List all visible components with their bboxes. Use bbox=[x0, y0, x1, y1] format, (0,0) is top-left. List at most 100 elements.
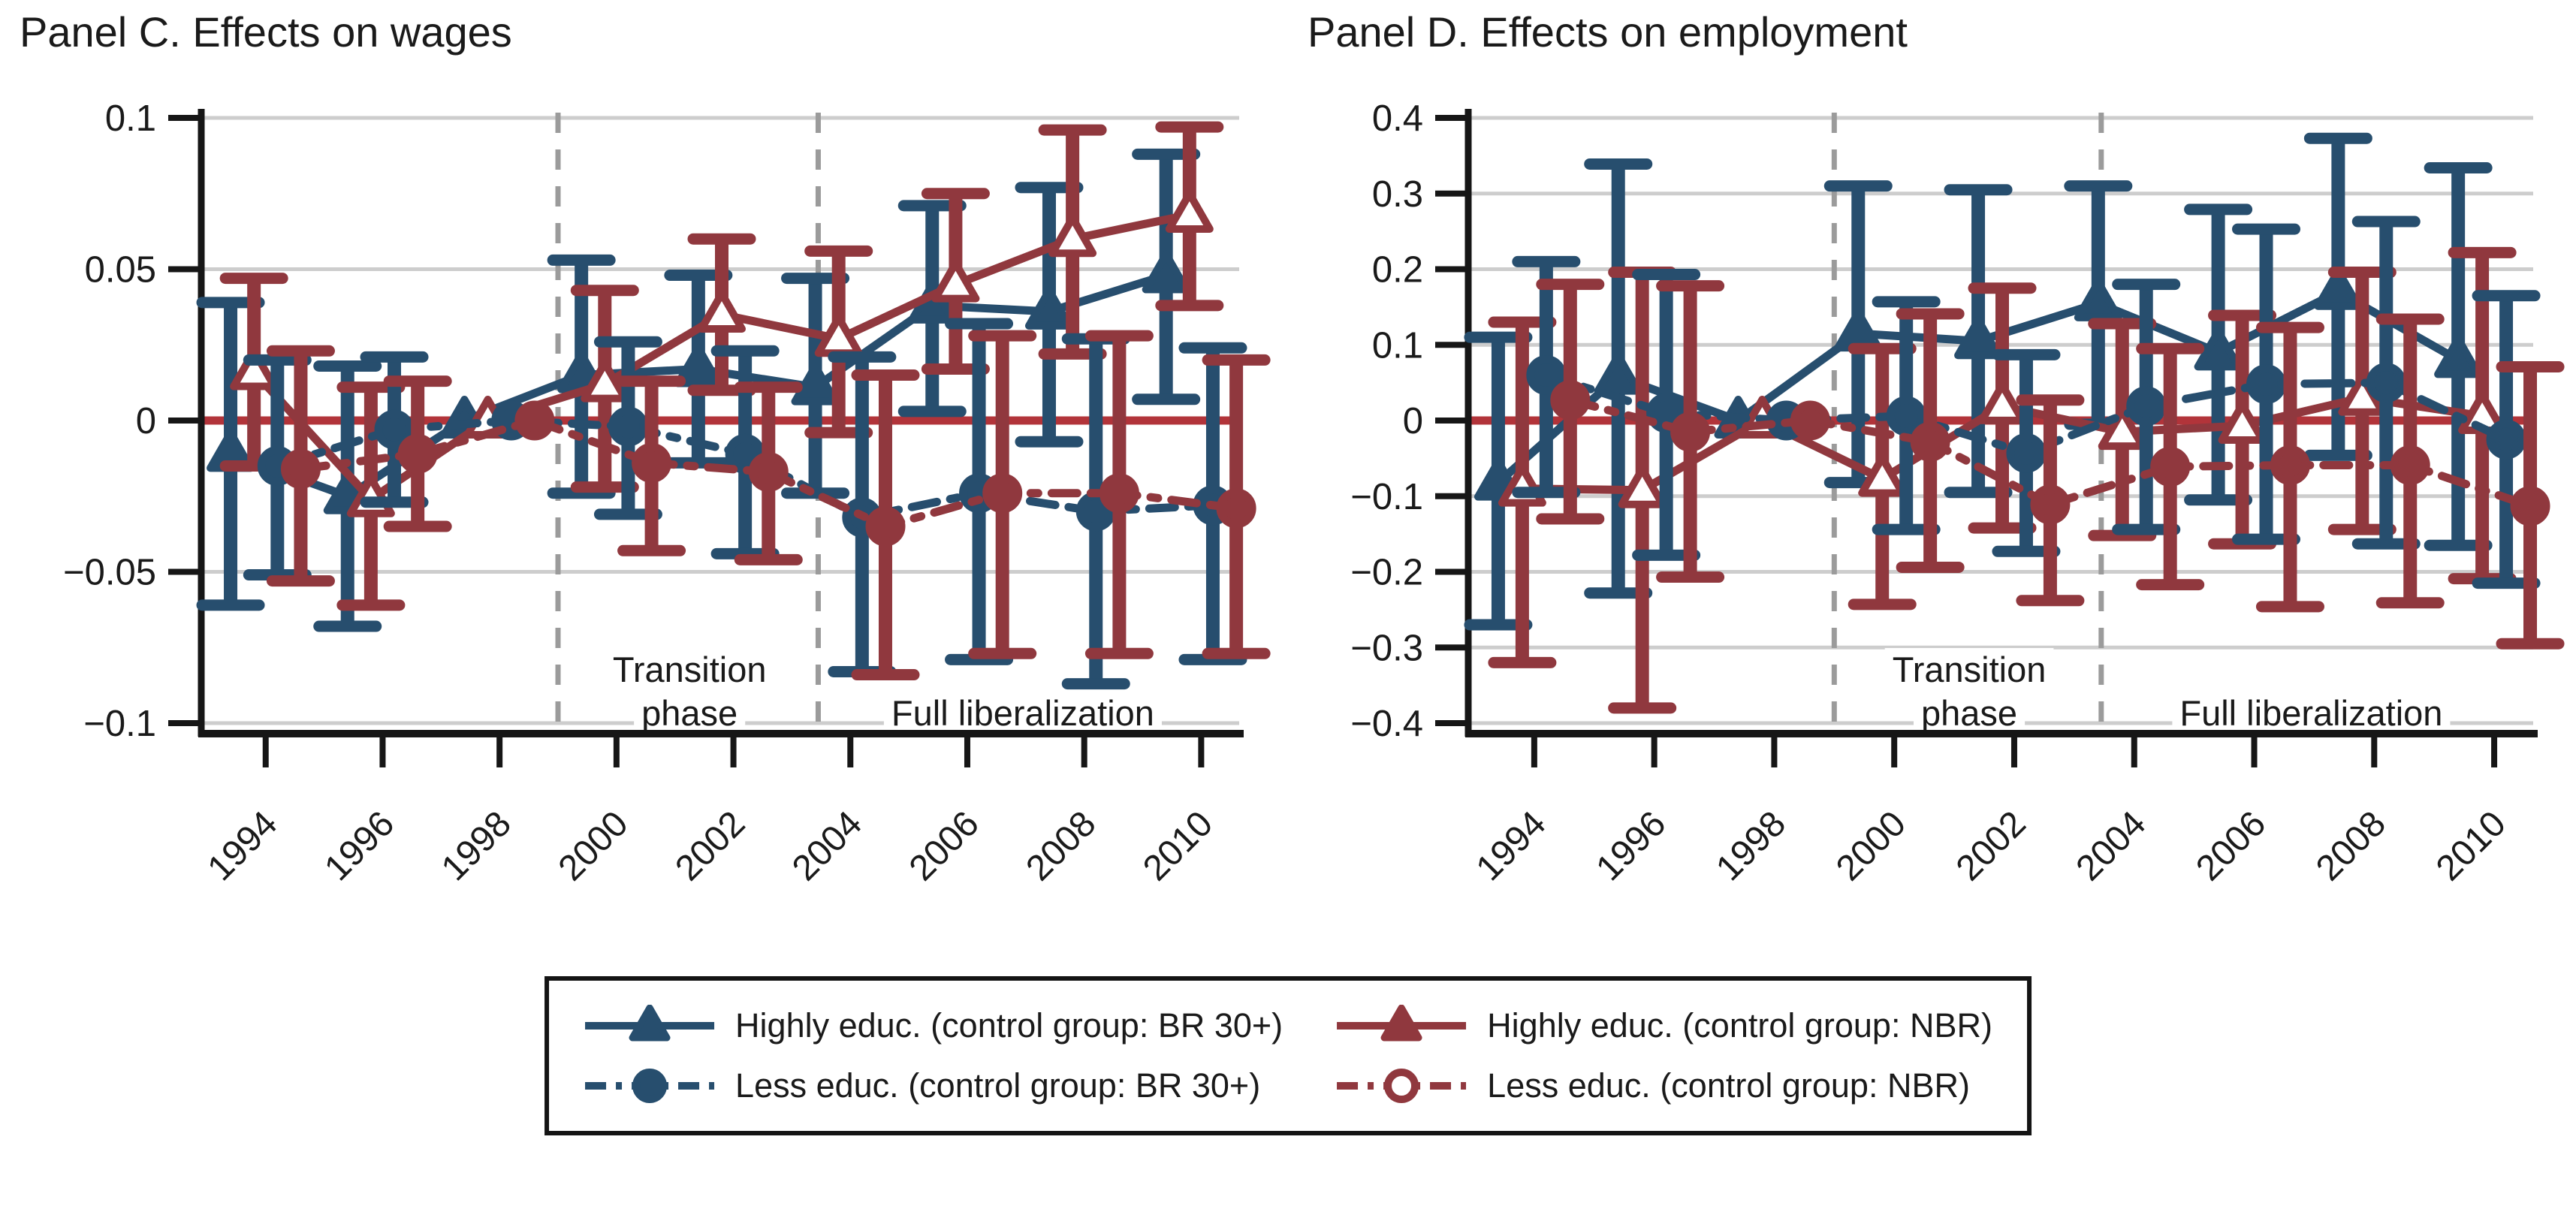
marker bbox=[397, 433, 438, 474]
legend-label: Highly educ. (control group: BR 30+) bbox=[735, 1006, 1283, 1045]
x-tick-label: 1994 bbox=[1469, 803, 1554, 888]
marker bbox=[1910, 421, 1950, 462]
y-tick-label: −0.1 bbox=[1350, 477, 1423, 517]
marker bbox=[2486, 419, 2526, 460]
annotation-background bbox=[1884, 648, 2054, 691]
y-tick-label: −0.1 bbox=[83, 704, 156, 744]
y-tick-label: 0.05 bbox=[85, 250, 156, 291]
legend-marker bbox=[632, 1069, 668, 1103]
y-tick-label: −0.4 bbox=[1350, 704, 1423, 744]
marker bbox=[2246, 364, 2287, 405]
marker bbox=[1526, 355, 1567, 396]
y-tick-label: 0 bbox=[136, 401, 156, 442]
marker bbox=[632, 442, 672, 483]
legend: Highly educ. (control group: BR 30+) Hig… bbox=[544, 976, 2032, 1135]
legend-label: Less educ. (control group: NBR) bbox=[1487, 1066, 1970, 1105]
x-tick-label: 1994 bbox=[201, 803, 285, 888]
marker bbox=[2270, 445, 2310, 485]
x-tick-label: 2004 bbox=[2069, 803, 2154, 888]
legend-marker bbox=[1384, 1069, 1419, 1103]
marker bbox=[2194, 327, 2243, 371]
marker bbox=[2218, 401, 2267, 445]
y-tick-label: 0.4 bbox=[1372, 98, 1423, 139]
marker bbox=[2510, 486, 2550, 526]
x-tick-label: 2008 bbox=[2309, 803, 2394, 888]
legend-entry-highly-educ-br: Highly educ. (control group: BR 30+) bbox=[584, 1005, 1283, 1047]
marker bbox=[748, 452, 789, 493]
x-tick-label: 2006 bbox=[2188, 803, 2273, 888]
marker bbox=[1048, 214, 1097, 258]
marker bbox=[2390, 445, 2430, 485]
legend-entry-highly-educ-nbr: Highly educ. (control group: NBR) bbox=[1335, 1005, 1992, 1047]
series-triangle-open bbox=[1488, 246, 2517, 714]
marker bbox=[2434, 335, 2483, 378]
marker bbox=[2098, 407, 2146, 451]
x-tick-label: 2002 bbox=[668, 803, 753, 888]
marker bbox=[2126, 386, 2167, 427]
marker bbox=[1618, 465, 1667, 508]
marker bbox=[230, 347, 279, 390]
marker bbox=[1024, 286, 1073, 330]
series-triangle-filled bbox=[1464, 132, 2493, 631]
marker bbox=[1954, 316, 2003, 360]
y-tick-label: 0.2 bbox=[1372, 250, 1423, 291]
x-tick-label: 2000 bbox=[551, 803, 636, 888]
phase-annotation-text: phase bbox=[641, 693, 738, 733]
marker bbox=[1142, 250, 1190, 294]
annotation-background bbox=[2172, 692, 2451, 734]
marker bbox=[1858, 454, 1907, 497]
marker bbox=[2314, 267, 2363, 310]
phase-annotation-text: Full liberalization bbox=[2179, 693, 2442, 733]
panel-d-chart: Transition phase Full liberalization 0.4 0.3… bbox=[1308, 8, 2565, 888]
y-tick-label: 0 bbox=[1403, 401, 1423, 442]
x-tick-label: 1998 bbox=[434, 803, 519, 888]
x-tick-label: 1996 bbox=[317, 803, 402, 888]
panel-c-chart: Transition phase Full liberalization 0.1 0.0… bbox=[20, 8, 1271, 888]
annotation-background bbox=[634, 692, 746, 734]
marker bbox=[674, 344, 722, 387]
marker bbox=[581, 359, 629, 402]
y-tick-label: 0.1 bbox=[105, 98, 156, 139]
marker bbox=[2366, 363, 2406, 403]
legend-label: Less educ. (control group: BR 30+) bbox=[735, 1066, 1261, 1105]
phase-annotation-text: Transition bbox=[613, 650, 767, 689]
legend-entry-less-educ-br: Less educ. (control group: BR 30+) bbox=[584, 1065, 1283, 1107]
marker bbox=[1550, 380, 1591, 421]
legend-sample-line-icon bbox=[585, 1069, 715, 1103]
marker bbox=[1216, 488, 1256, 529]
y-tick-label: −0.2 bbox=[1350, 553, 1423, 593]
phase-annotation-text: Transition bbox=[1893, 650, 2047, 689]
x-tick-label: 2000 bbox=[1829, 803, 1914, 888]
marker bbox=[1670, 412, 1711, 452]
marker bbox=[608, 406, 648, 447]
x-tick-label: 2004 bbox=[785, 803, 870, 888]
y-tick-label: −0.3 bbox=[1350, 628, 1423, 668]
marker bbox=[280, 448, 321, 489]
marker bbox=[865, 506, 906, 547]
series-circle-filled bbox=[1536, 279, 2565, 650]
marker bbox=[1886, 396, 1926, 436]
legend-entry-less-educ-nbr: Less educ. (control group: NBR) bbox=[1335, 1065, 1992, 1107]
marker bbox=[1099, 473, 1139, 514]
marker bbox=[698, 289, 746, 333]
x-tick-label: 1996 bbox=[1588, 803, 1673, 888]
x-tick-label: 2010 bbox=[1136, 803, 1220, 888]
legend-label: Highly educ. (control group: NBR) bbox=[1487, 1006, 1992, 1045]
x-tick-label: 2008 bbox=[1018, 803, 1103, 888]
marker bbox=[2150, 446, 2191, 487]
phase-annotation-text: phase bbox=[1921, 693, 2017, 733]
x-tick-label: 2010 bbox=[2429, 803, 2514, 888]
series-circle-filled bbox=[266, 330, 1271, 681]
annotation-background bbox=[1914, 692, 2026, 734]
marker bbox=[1594, 351, 1642, 395]
legend-sample-line-icon bbox=[585, 1005, 715, 1042]
marker bbox=[1790, 400, 1830, 441]
panel-title: Panel D. Effects on employment bbox=[1308, 8, 1908, 56]
legend-sample-line-icon bbox=[1337, 1005, 1467, 1042]
marker bbox=[374, 409, 415, 450]
panel-title: Panel C. Effects on wages bbox=[20, 8, 512, 56]
legend-marker bbox=[629, 1005, 671, 1042]
marker bbox=[1834, 309, 1883, 352]
phase-annotation-text: Full liberalization bbox=[891, 693, 1154, 733]
